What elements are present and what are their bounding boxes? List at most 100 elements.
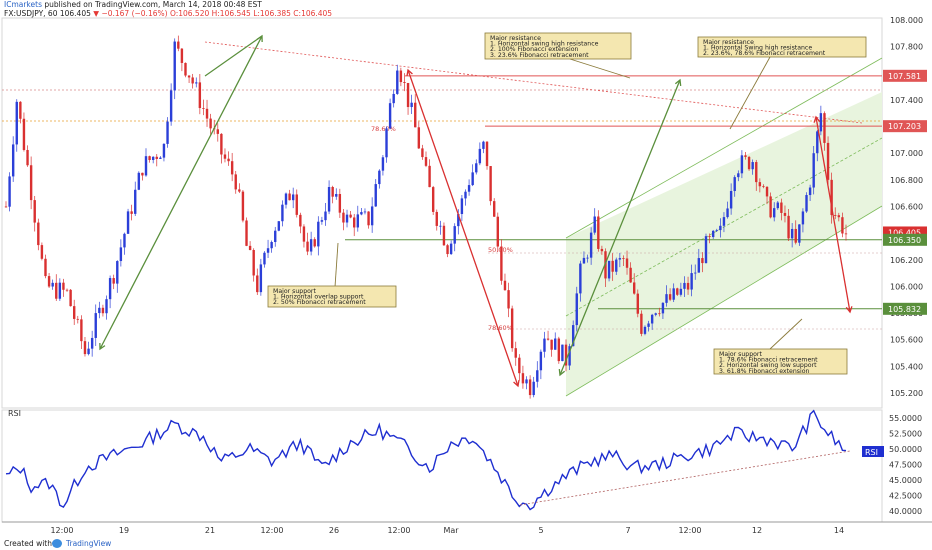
- candle-body: [80, 319, 83, 342]
- candle-body: [550, 339, 553, 350]
- candle-body: [482, 141, 485, 149]
- price-tag-label: 106.350: [888, 236, 921, 245]
- price-tag: [883, 302, 927, 315]
- candle-body: [798, 224, 801, 243]
- swing-line: [204, 35, 263, 77]
- candle-body: [288, 193, 291, 201]
- candle-body: [44, 258, 47, 277]
- candle-body: [475, 163, 478, 173]
- candle-body: [442, 225, 446, 246]
- publisher-name[interactable]: ICmarkets: [4, 0, 42, 9]
- candle-body: [205, 108, 209, 119]
- candle-body: [126, 211, 130, 234]
- candle-body: [324, 211, 327, 221]
- candle-body: [816, 131, 819, 154]
- candle-body: [335, 193, 338, 197]
- time-tick-label: Mar: [443, 526, 459, 535]
- rsi-tick-label: 52.5000: [889, 430, 922, 439]
- price-tick-label: 107.800: [890, 43, 923, 52]
- candle-body: [266, 248, 270, 253]
- price-tag-label: 106.405: [888, 228, 921, 237]
- candle-body: [94, 313, 97, 338]
- candle-body: [697, 258, 701, 273]
- candle-body: [299, 214, 302, 227]
- rsi-pane-label: RSI: [8, 409, 21, 418]
- candle-body: [597, 216, 600, 249]
- rsi-tag-label: RSI: [865, 448, 878, 457]
- price-tick-label: 106.800: [890, 176, 923, 185]
- annotation-box-2: [697, 36, 867, 58]
- candle-body: [191, 77, 194, 84]
- candle-body: [47, 276, 51, 287]
- candle-body: [331, 186, 334, 197]
- candle-body: [381, 157, 385, 171]
- candle-body: [223, 154, 227, 159]
- candle-body: [356, 214, 359, 228]
- candle-body: [177, 41, 180, 49]
- candle-body: [600, 248, 604, 252]
- candle-body: [575, 293, 578, 326]
- candle-body: [769, 196, 772, 218]
- annotation-line: Major resistance: [490, 35, 541, 42]
- time-tick-label: 12:00: [387, 526, 410, 535]
- rsi-tag: [862, 446, 884, 457]
- candle-body: [747, 156, 751, 170]
- candle-body: [105, 299, 108, 314]
- fib-label-0: 78.60%: [371, 125, 396, 133]
- candle-body: [686, 282, 690, 290]
- trend-arrow-0: [99, 35, 263, 350]
- candle-body: [112, 278, 115, 284]
- price-tag: [883, 69, 927, 82]
- time-tick-label: 12:00: [678, 526, 701, 535]
- price-tick-label: 106.600: [890, 203, 923, 212]
- candle-body: [460, 198, 464, 215]
- candle-body: [543, 338, 546, 352]
- candle-body: [8, 176, 11, 207]
- candle-body: [708, 236, 711, 238]
- price-tick-label: 105.400: [890, 362, 923, 371]
- candle-body: [751, 162, 754, 170]
- candle-body: [137, 172, 141, 190]
- candle-body: [123, 233, 126, 248]
- candle-body: [672, 288, 675, 300]
- candle-body: [403, 82, 406, 83]
- annotation-line: 2. 23.6%, 78.6% Fibonacci retracement: [703, 50, 826, 57]
- candle-body: [227, 158, 230, 162]
- candle-body: [238, 189, 241, 192]
- channel-lower-line: [565, 205, 883, 397]
- channel-upper-line: [565, 57, 883, 239]
- candle-body: [536, 370, 539, 382]
- candle-body: [259, 264, 263, 293]
- candle-body: [33, 200, 36, 223]
- time-tick-label: 14: [834, 526, 844, 535]
- price-tick-label: 107.400: [890, 96, 923, 105]
- candle-body: [216, 129, 219, 134]
- candle-body: [819, 113, 823, 132]
- candle-body: [579, 263, 582, 294]
- tradingview-brand[interactable]: TradingView: [66, 539, 112, 548]
- candle-body: [55, 282, 58, 299]
- candle-body: [834, 215, 837, 216]
- candle-body: [726, 208, 729, 218]
- rsi-tick-label: 55.0000: [889, 414, 922, 423]
- candle-body: [701, 258, 704, 264]
- candle-body: [184, 62, 187, 76]
- candle-body: [694, 272, 697, 274]
- candle-body: [758, 182, 762, 187]
- candle-body: [737, 173, 740, 178]
- candle-body: [313, 239, 316, 247]
- candle-body: [248, 245, 252, 250]
- annotation-line: 2. Horizontal swing low support: [719, 362, 817, 369]
- candle-body: [374, 184, 377, 207]
- candle-body: [360, 212, 363, 215]
- candle-body: [108, 278, 112, 300]
- arrow-head-icon: [99, 342, 106, 351]
- candle-body: [539, 351, 543, 371]
- candle-body: [256, 275, 259, 293]
- candle-body: [51, 282, 54, 287]
- candle-body: [625, 258, 629, 268]
- candle-body: [252, 249, 255, 276]
- candle-body: [783, 212, 787, 216]
- candle-body: [284, 193, 288, 205]
